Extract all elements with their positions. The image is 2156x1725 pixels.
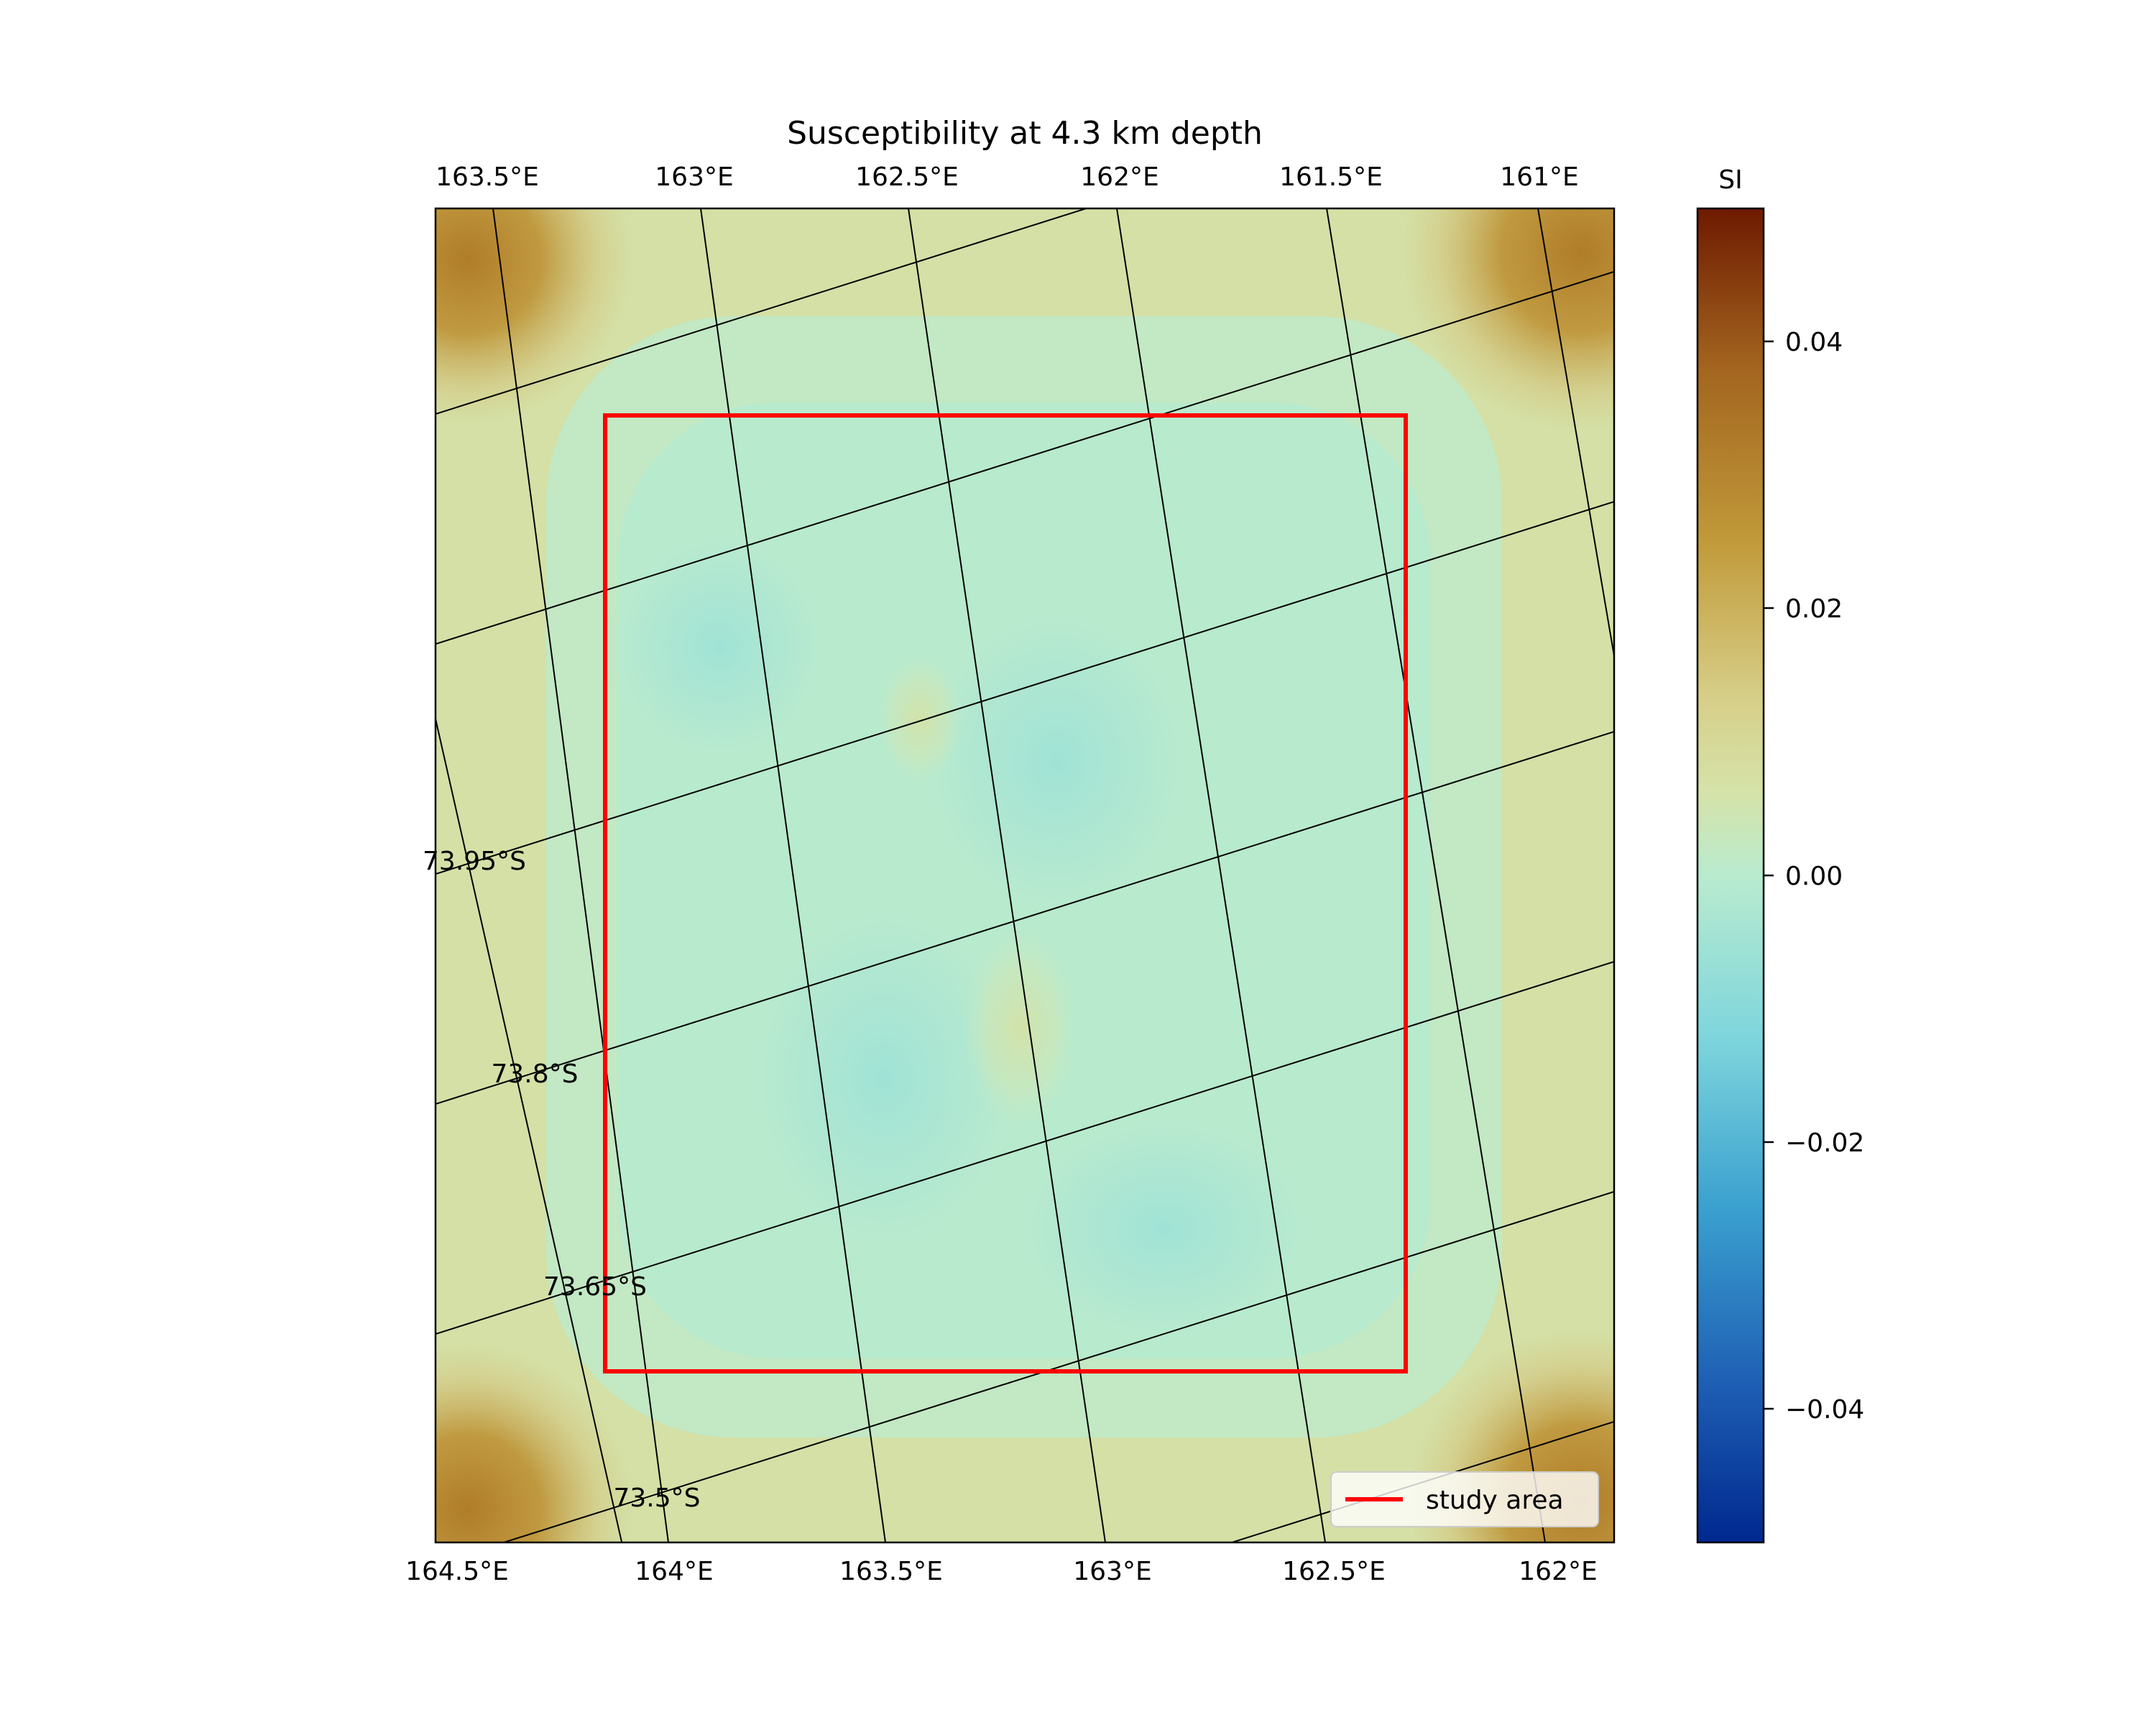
- meridian-line: [492, 208, 669, 1542]
- lat-label: 73.95°S: [423, 847, 526, 876]
- graticule: [436, 208, 1614, 1542]
- map-frame: [434, 207, 1616, 1544]
- lon-label-top: 162.5°E: [855, 162, 959, 192]
- colorbar-label: SI: [1718, 165, 1742, 195]
- lon-label-top: 161°E: [1500, 162, 1578, 192]
- colorbar-tick-label: 0.00: [1785, 862, 1843, 891]
- parallel-line: [436, 961, 1614, 1335]
- high-anomaly: [963, 927, 1078, 1128]
- lon-label-bottom: 163.5°E: [839, 1557, 943, 1586]
- legend-box: [1330, 1471, 1599, 1527]
- meridian-line: [1537, 208, 1614, 661]
- meridian-line: [1116, 208, 1326, 1542]
- lon-label-bottom: 163°E: [1073, 1557, 1151, 1586]
- meridian-line: [1326, 208, 1546, 1542]
- map-title: Susceptibility at 4.3 km depth: [787, 115, 1263, 152]
- corner-high-ne: [1401, 208, 1614, 431]
- lat-labels: 73.95°S 73.8°S 73.65°S 73.5°S: [423, 847, 700, 1513]
- lat-label: 73.8°S: [491, 1059, 578, 1089]
- lon-label-bottom: 162°E: [1519, 1557, 1597, 1586]
- corner-high-sw: [436, 1344, 632, 1542]
- study-area-outline: [603, 413, 1408, 1374]
- parallel-line: [436, 271, 1614, 645]
- meridian-line: [908, 208, 1106, 1542]
- meridian-line: [700, 208, 886, 1542]
- parallel-line: [501, 1191, 1614, 1542]
- high-anomaly: [877, 654, 963, 783]
- low-anomaly: [1006, 1107, 1322, 1351]
- colorbar-tick-label: 0.02: [1785, 594, 1843, 624]
- top-lon-labels: 163.5°E 163°E 162.5°E 162°E 161.5°E 161°…: [436, 162, 1579, 192]
- lon-label-top: 163°E: [655, 162, 733, 192]
- legend-label: study area: [1426, 1486, 1564, 1515]
- corner-high-nw: [436, 208, 632, 424]
- low-anomaly: [604, 525, 834, 769]
- bottom-lon-labels: 164.5°E 164°E 163.5°E 163°E 162.5°E 162°…: [405, 1557, 1598, 1586]
- lon-label-top: 163.5°E: [436, 162, 539, 192]
- colorbar-tick-label: −0.02: [1785, 1128, 1864, 1158]
- lat-label: 73.5°S: [613, 1484, 700, 1513]
- parallel-line: [436, 501, 1614, 875]
- lon-label-bottom: 164°E: [635, 1557, 713, 1586]
- colorbar-tick-labels: 0.04 0.02 0.00 −0.02 −0.04: [1785, 328, 1864, 1425]
- colorbar: SI 0.04 0.02 0.00 −0.02 −0.04: [1696, 165, 1864, 1544]
- colorbar-tick-label: 0.04: [1785, 328, 1843, 357]
- lon-label-top: 161.5°E: [1279, 162, 1383, 192]
- legend: study area: [1330, 1471, 1599, 1527]
- colorbar-gradient: [1696, 207, 1765, 1544]
- colorbar-ticks: [1764, 340, 1774, 1410]
- lon-label-bottom: 164.5°E: [405, 1557, 509, 1586]
- lat-label: 73.65°S: [543, 1272, 647, 1302]
- lon-label-top: 162°E: [1080, 162, 1158, 192]
- colorbar-tick-label: −0.04: [1785, 1395, 1864, 1425]
- parallel-line: [436, 731, 1614, 1105]
- meridian-line: [436, 718, 623, 1542]
- parallel-line: [436, 208, 1089, 415]
- low-anomaly: [913, 597, 1200, 927]
- lon-label-bottom: 162.5°E: [1282, 1557, 1386, 1586]
